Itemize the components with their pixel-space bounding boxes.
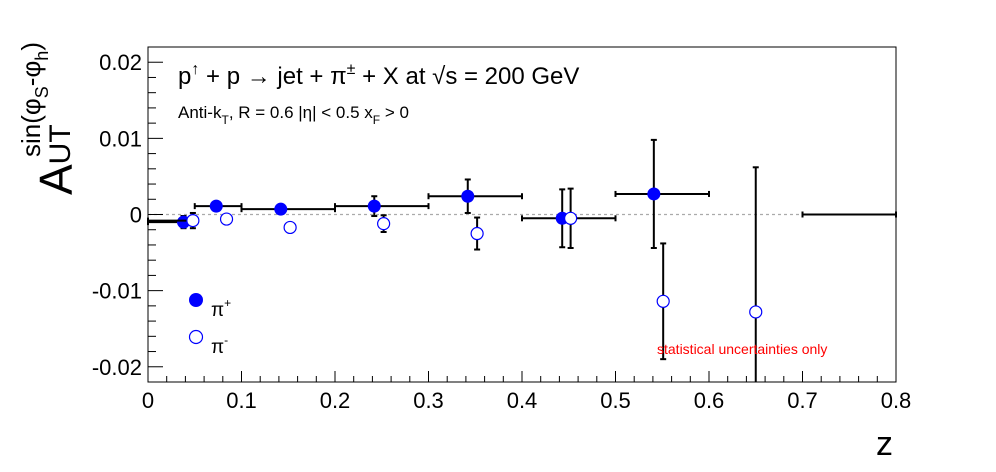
- data-point-pi-minus: [186, 213, 200, 228]
- legend-label-pi-plus: π+: [211, 296, 231, 321]
- x-tick-label: 0.3: [413, 388, 444, 413]
- x-tick-label: 0.8: [881, 388, 912, 413]
- svg-text:AUT: AUT: [30, 124, 82, 195]
- data-point-pi-minus: [283, 220, 297, 235]
- legend-marker-pi-plus: [189, 293, 203, 307]
- data-point-pi-plus: [647, 187, 661, 201]
- y-tick-label: -0.01: [92, 279, 142, 304]
- legend-label-pi-minus: π-: [211, 333, 228, 358]
- series-pi-plus: [147, 138, 897, 249]
- x-tick-label: 0.7: [787, 388, 818, 413]
- chart-subtitle: Anti-kT, R = 0.6 |η| < 0.5 xF > 0: [178, 103, 409, 127]
- y-tick-label: 0: [130, 203, 142, 228]
- data-point-pi-minus: [219, 212, 234, 226]
- series-pi-minus: [147, 166, 763, 382]
- y-tick-label: 0.02: [99, 50, 142, 75]
- x-axis-label: z: [876, 425, 893, 463]
- data-point-pi-minus: [470, 226, 484, 241]
- data-point-pi-minus: [656, 294, 670, 308]
- data-point-pi-plus: [274, 202, 288, 216]
- data-point-pi-plus: [209, 199, 223, 213]
- x-tick-label: 0.6: [694, 388, 725, 413]
- y-axis-label: AUT sin(φS-φh): [16, 42, 82, 195]
- statistical-uncertainty-note: statistical uncertainties only: [657, 341, 827, 357]
- x-tick-label: 0.2: [320, 388, 351, 413]
- x-tick-label: 0.5: [600, 388, 631, 413]
- svg-text:sin(φS-φh): sin(φS-φh): [16, 42, 52, 157]
- x-tick-label: 0: [142, 388, 154, 413]
- y-tick-label: -0.02: [92, 355, 142, 380]
- data-point-pi-plus: [367, 199, 381, 213]
- x-tick-label: 0.1: [226, 388, 257, 413]
- data-point-pi-plus: [461, 189, 475, 203]
- chart-title: p↑ + p → jet + π± + X at √s = 200 GeV: [178, 61, 579, 90]
- x-tick-label: 0.4: [507, 388, 538, 413]
- y-tick-label: 0.01: [99, 126, 142, 151]
- data-point-pi-minus: [564, 211, 578, 225]
- data-point-pi-minus: [377, 217, 391, 231]
- data-point-pi-minus: [749, 305, 763, 319]
- legend-marker-pi-minus: [188, 329, 204, 345]
